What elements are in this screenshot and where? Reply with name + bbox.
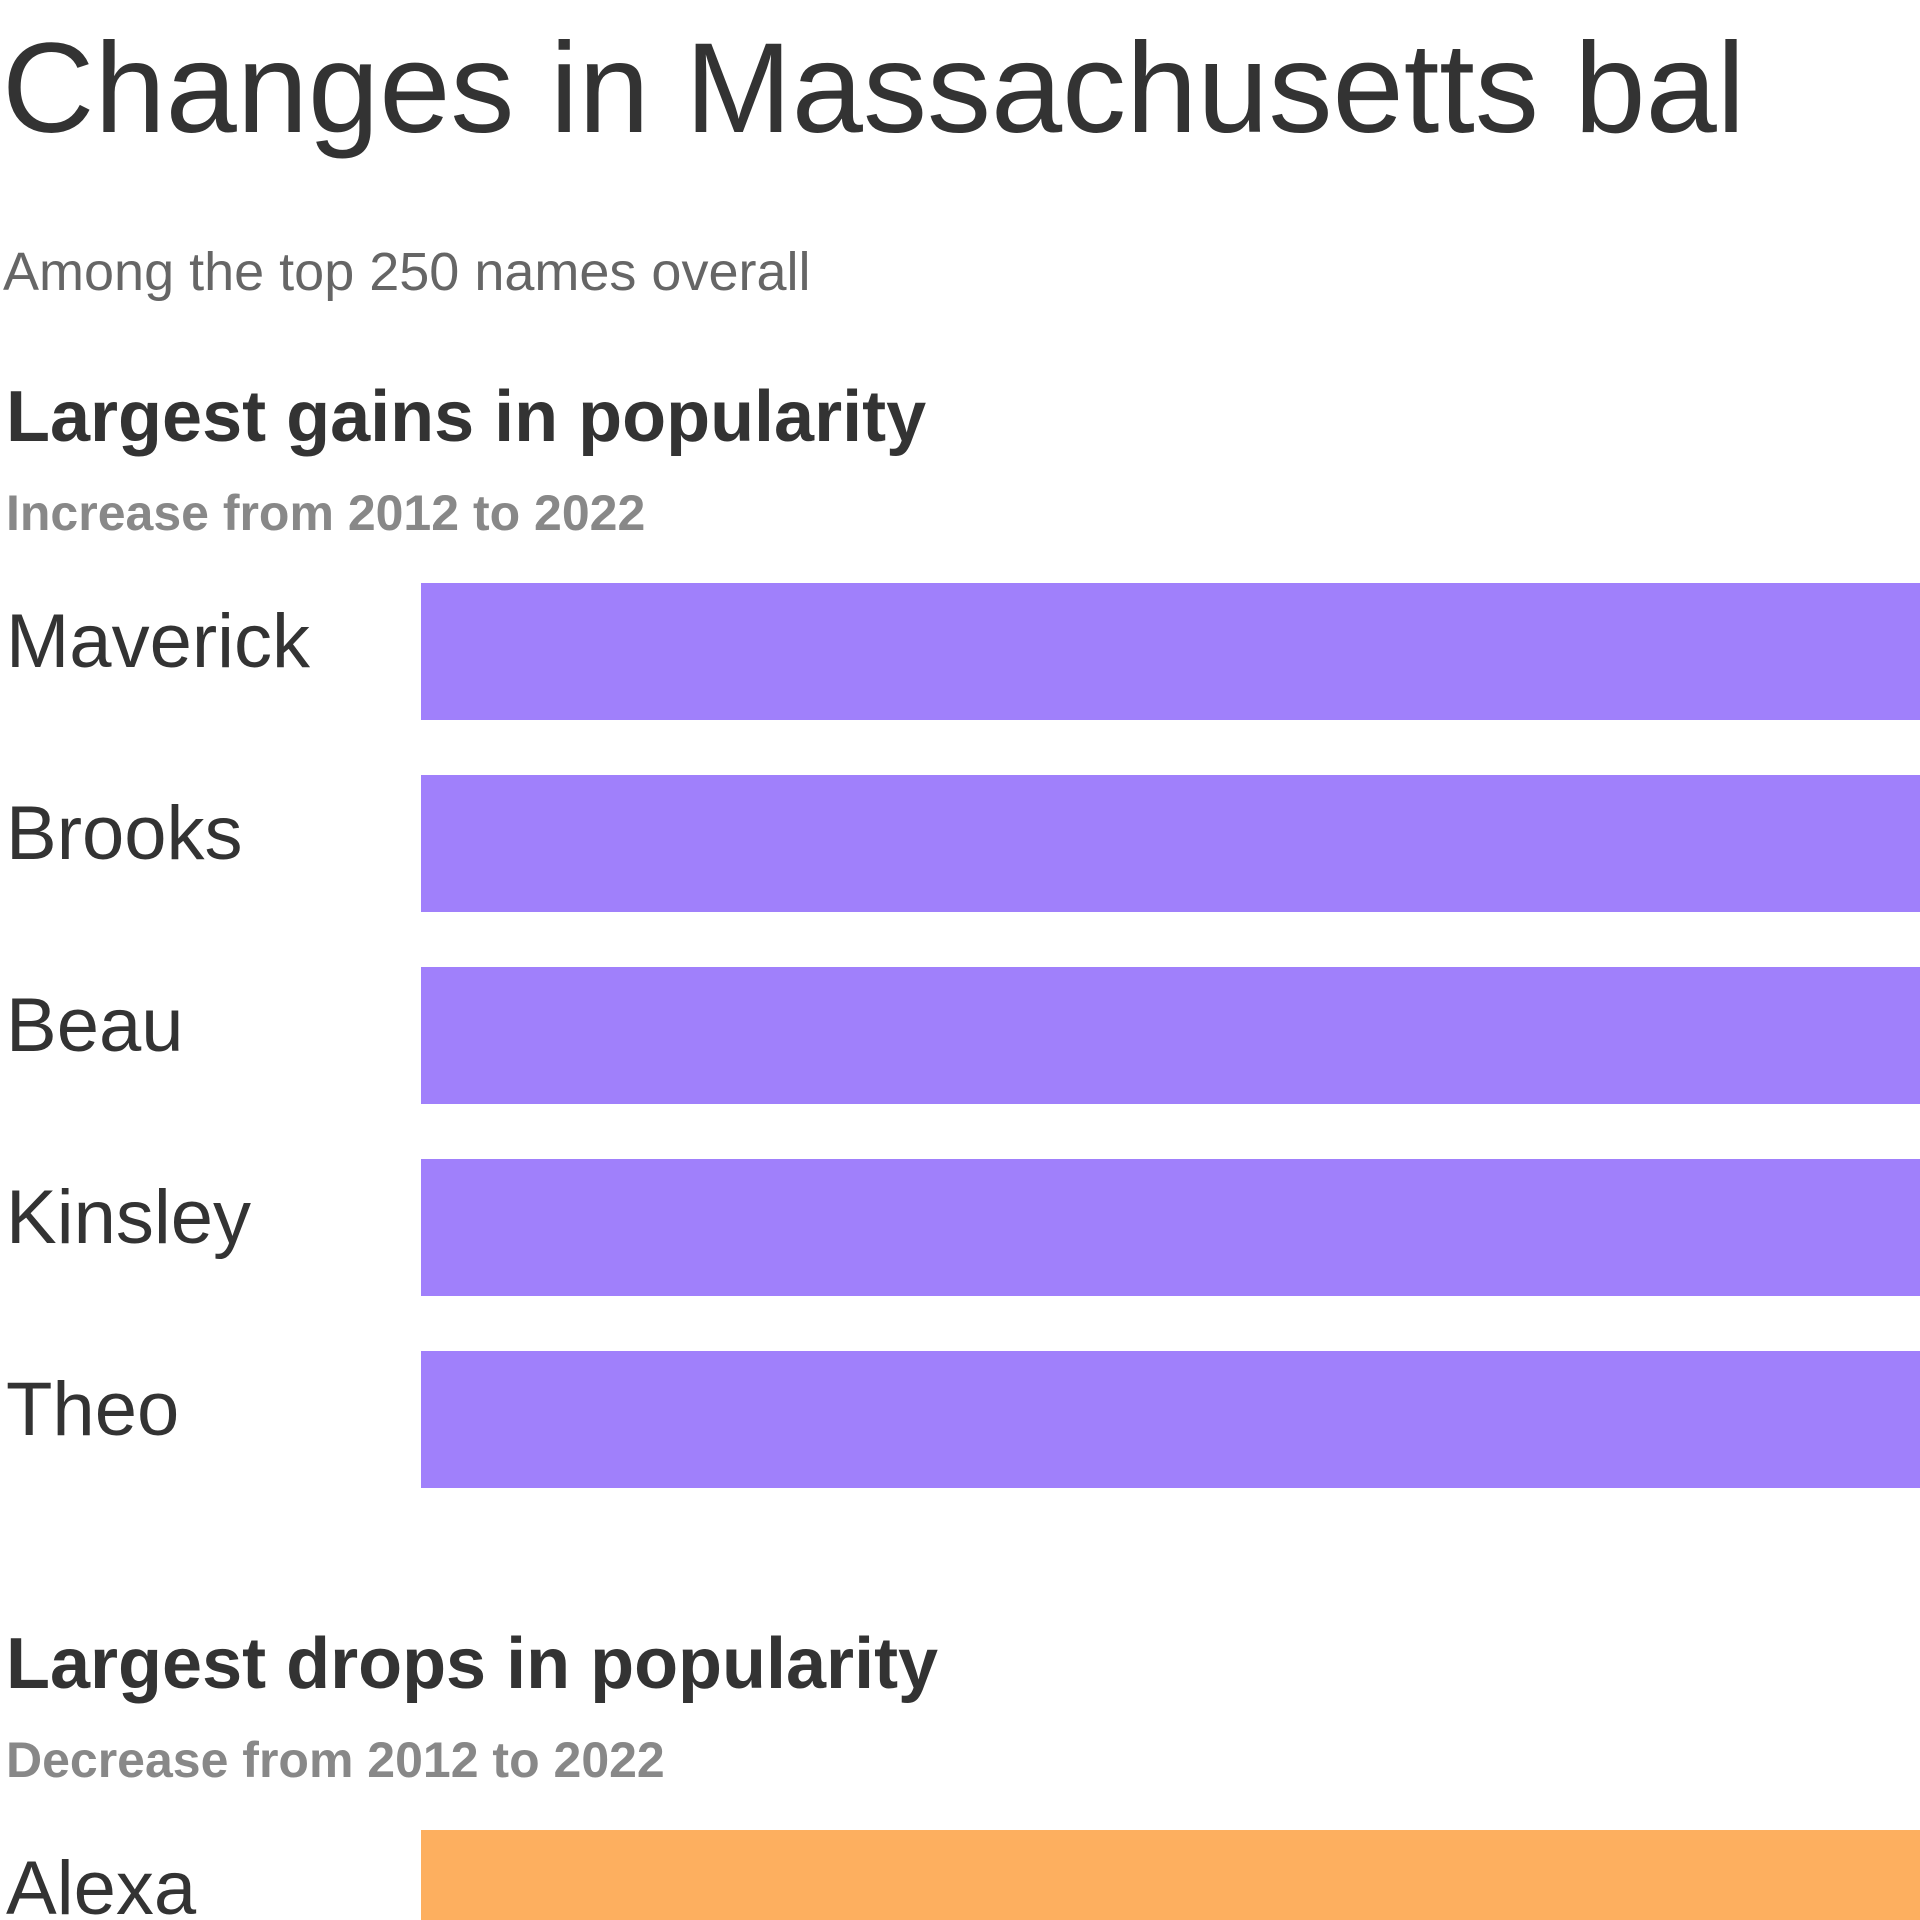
bar [421, 967, 1920, 1104]
bar [421, 1351, 1920, 1488]
bar-label: Alexa [6, 1846, 197, 1920]
bar [421, 775, 1920, 912]
bar-label: Theo [6, 1367, 179, 1452]
section-subtitle: Decrease from 2012 to 2022 [6, 1732, 665, 1788]
bar [421, 1159, 1920, 1296]
section-title: Largest gains in popularity [6, 377, 926, 457]
bar [421, 583, 1920, 720]
section-title: Largest drops in popularity [6, 1624, 938, 1704]
section-subtitle: Increase from 2012 to 2022 [6, 485, 645, 541]
bar [421, 1830, 1920, 1920]
subtitle: Among the top 250 names overall [3, 242, 811, 302]
bar-label: Maverick [6, 599, 311, 684]
bar-label: Brooks [6, 791, 243, 876]
bar-label: Beau [6, 983, 184, 1068]
title: Changes in Massachusetts bal [2, 17, 1745, 160]
bar-label: Kinsley [6, 1175, 251, 1260]
